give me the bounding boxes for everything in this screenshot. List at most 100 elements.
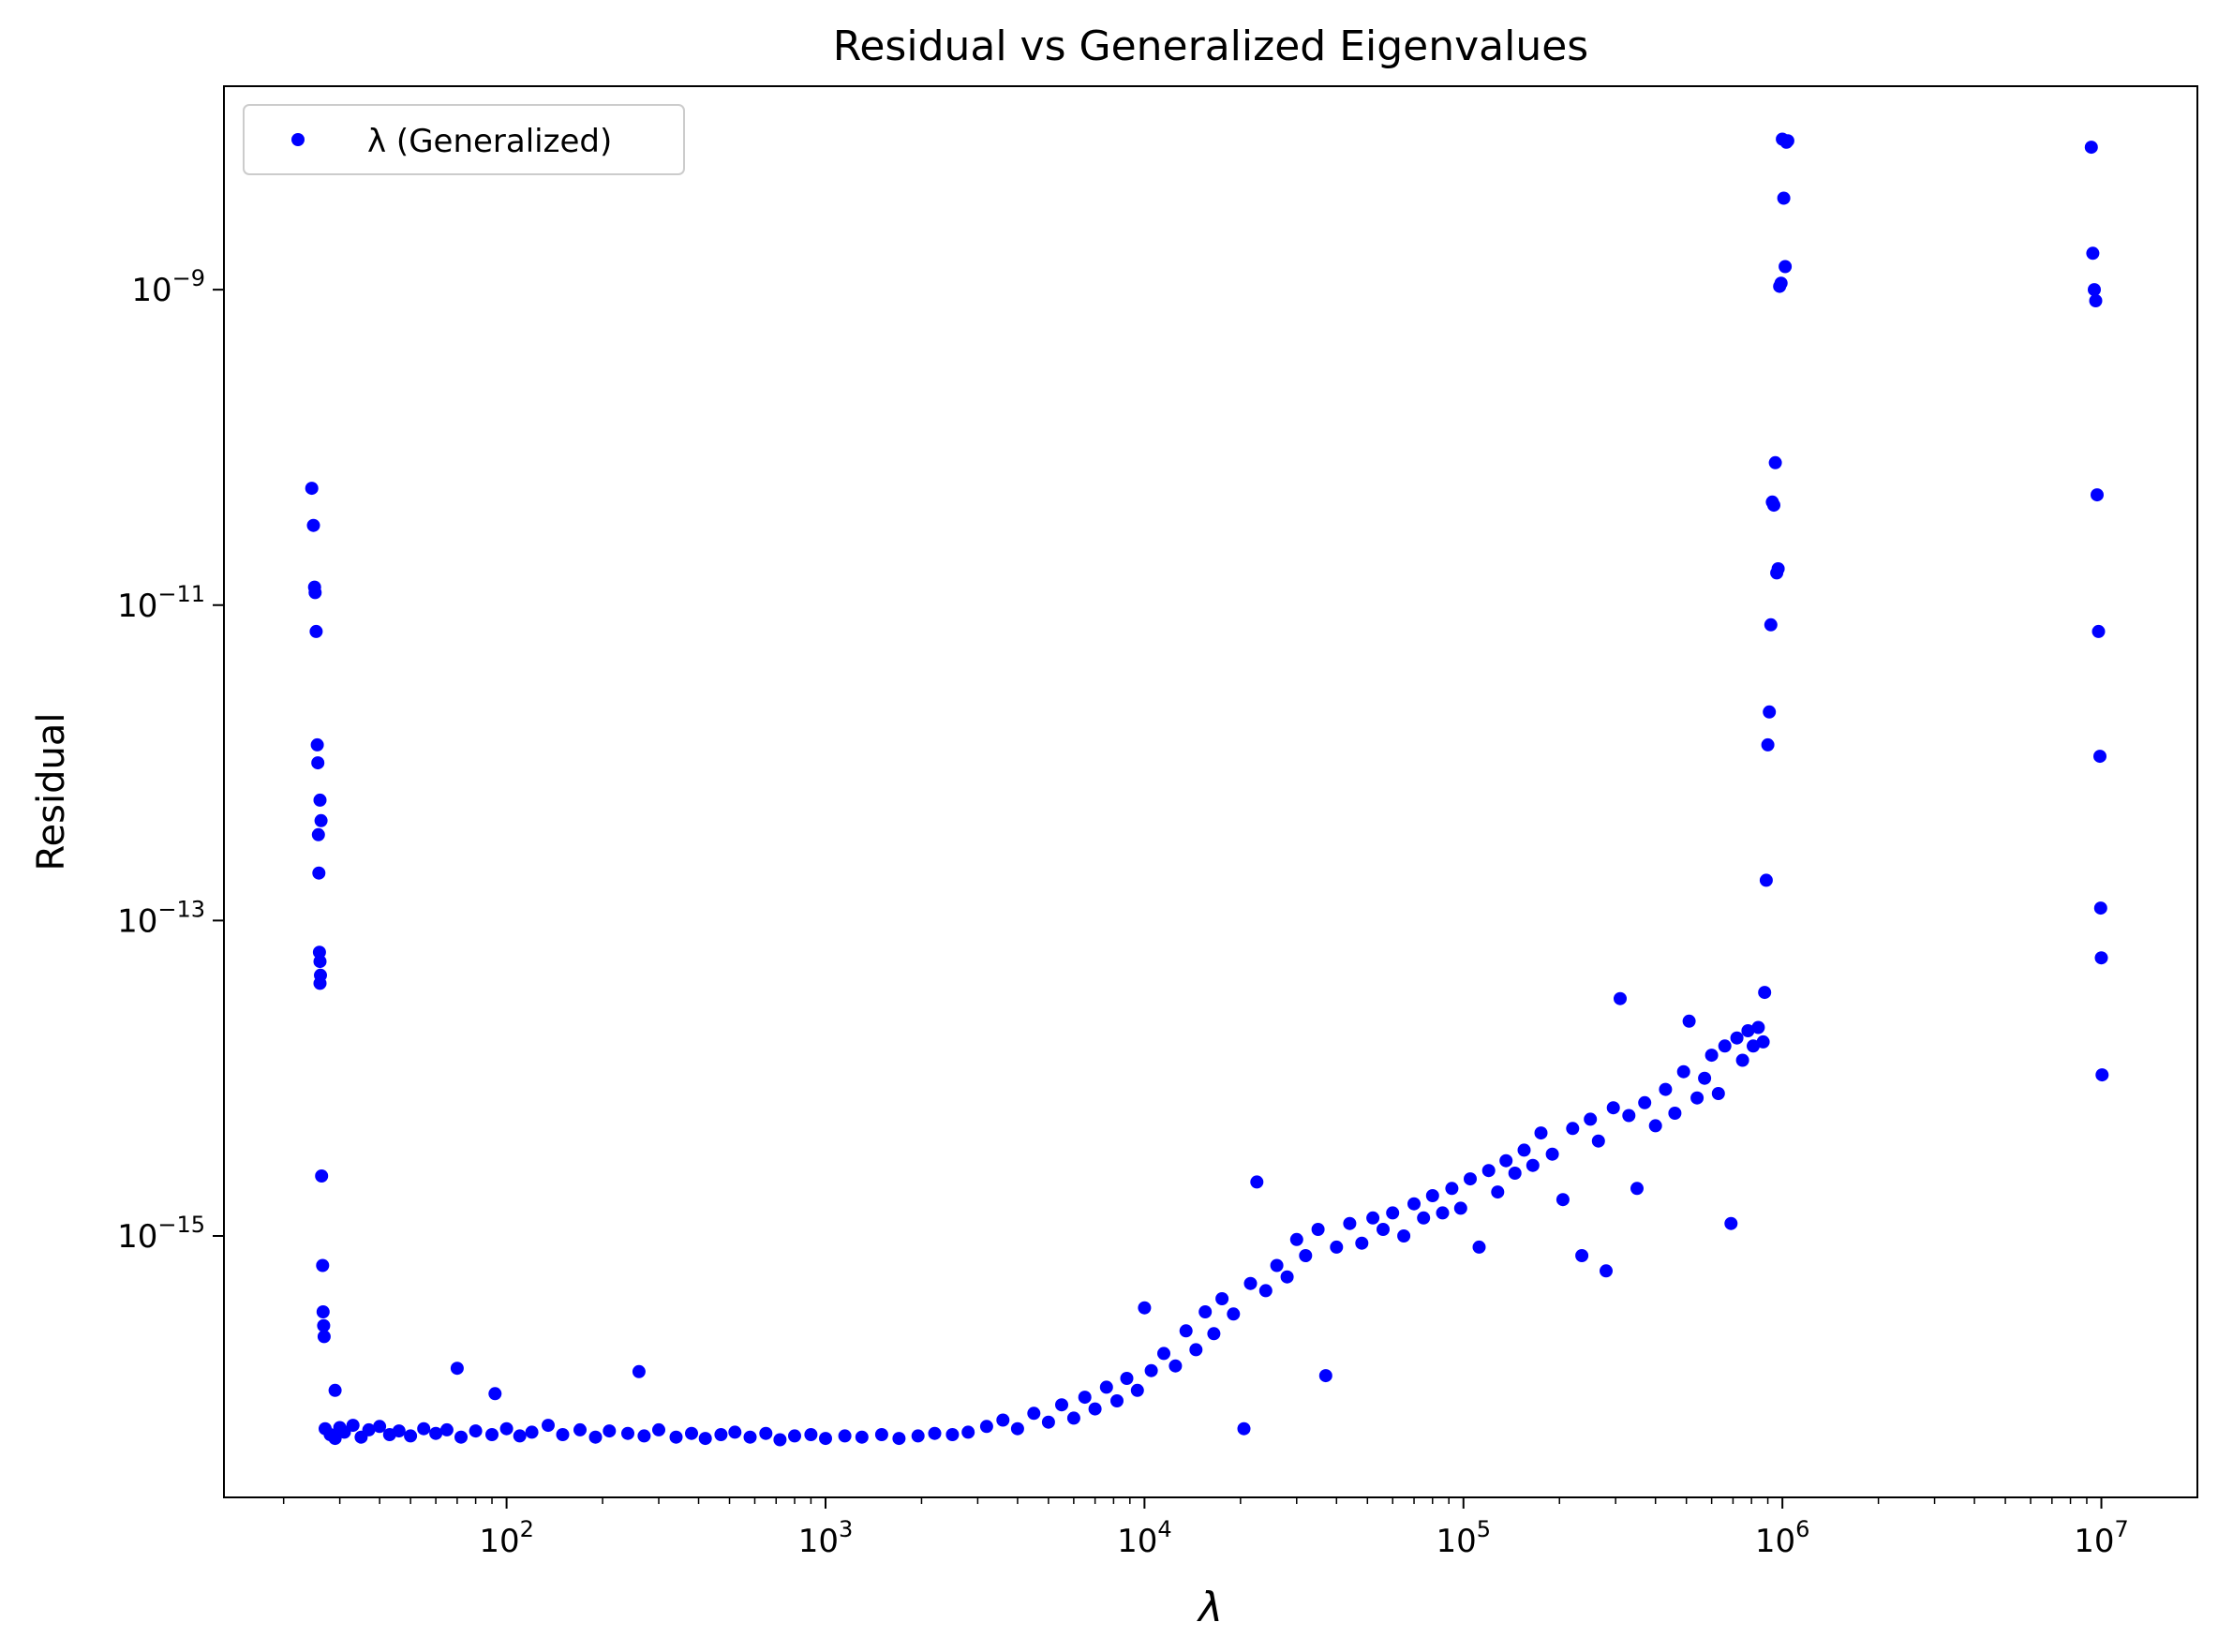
data-point (1366, 1211, 1380, 1225)
data-point (1078, 1391, 1092, 1405)
legend-box (243, 104, 685, 175)
data-point (1318, 1369, 1332, 1383)
data-point (2091, 488, 2104, 502)
data-point (317, 1318, 331, 1332)
data-point (1207, 1327, 1221, 1341)
data-point (1730, 1031, 1744, 1045)
data-point (305, 482, 319, 496)
x-tick-label: 105 (1436, 1516, 1491, 1560)
x-tick-label: 103 (798, 1516, 854, 1560)
data-point (316, 1305, 330, 1318)
data-point (316, 1258, 330, 1272)
data-point (373, 1420, 387, 1434)
data-point (2086, 246, 2100, 260)
data-point (1215, 1292, 1229, 1305)
data-point (1066, 1411, 1080, 1425)
data-point (1397, 1229, 1411, 1243)
legend: λ (Generalized) (243, 104, 685, 175)
data-point (773, 1433, 787, 1447)
data-point (1243, 1276, 1258, 1290)
data-point (669, 1430, 683, 1444)
data-point (961, 1425, 975, 1439)
data-point (317, 1330, 331, 1344)
data-point (1614, 991, 1627, 1005)
data-point (450, 1362, 464, 1376)
data-point (1759, 873, 1773, 887)
data-point (1258, 1284, 1273, 1298)
data-point (1735, 1053, 1749, 1067)
data-point (1179, 1324, 1193, 1338)
data-point (417, 1421, 431, 1436)
data-point (714, 1428, 728, 1441)
data-point (1041, 1415, 1055, 1429)
data-point (1417, 1211, 1431, 1225)
data-point (1377, 1223, 1390, 1236)
data-point (314, 813, 328, 827)
data-point (499, 1421, 514, 1436)
data-point (488, 1387, 502, 1401)
data-point (312, 866, 326, 880)
data-point (1027, 1406, 1041, 1421)
data-point (525, 1425, 539, 1439)
data-point (928, 1426, 942, 1440)
data-point (429, 1426, 443, 1440)
data-point (313, 955, 327, 969)
data-point (311, 827, 325, 841)
data-point (1280, 1270, 1294, 1284)
data-point (1464, 1172, 1477, 1186)
data-point (1780, 134, 1794, 148)
data-point (309, 624, 323, 638)
data-point (1600, 1264, 1613, 1278)
data-point (362, 1422, 376, 1436)
data-point (1130, 1383, 1144, 1397)
data-point (1676, 1064, 1690, 1079)
data-point (1169, 1359, 1183, 1373)
data-point (945, 1428, 960, 1441)
data-point (542, 1419, 555, 1433)
data-point (1289, 1232, 1303, 1246)
data-point (728, 1425, 742, 1439)
data-point (759, 1426, 773, 1440)
data-point (788, 1429, 801, 1443)
data-point (392, 1424, 406, 1438)
data-point (1751, 1020, 1765, 1034)
data-point (1764, 618, 1778, 632)
data-point (312, 945, 326, 960)
data-point (1110, 1394, 1124, 1407)
data-point (556, 1428, 570, 1441)
data-point (1472, 1240, 1486, 1254)
data-point (1630, 1182, 1644, 1196)
data-point (1575, 1249, 1589, 1262)
data-point (1584, 1112, 1598, 1126)
data-point (1010, 1421, 1024, 1436)
data-point (996, 1413, 1010, 1427)
data-point (513, 1429, 527, 1443)
data-point (310, 737, 324, 752)
data-point (804, 1428, 818, 1441)
data-point (1088, 1402, 1102, 1416)
chart-title: Residual vs Generalized Eigenvalues (833, 22, 1588, 70)
data-point (1606, 1101, 1620, 1115)
y-axis-label: Residual (30, 713, 73, 871)
y-tick-label: 10−15 (117, 1212, 205, 1256)
data-point (1756, 1034, 1770, 1049)
data-point (454, 1430, 468, 1444)
y-tick-label: 10−9 (131, 265, 205, 309)
data-point (652, 1422, 665, 1436)
data-point (632, 1364, 646, 1378)
data-point (328, 1383, 342, 1397)
data-point (1704, 1049, 1719, 1063)
data-point (1355, 1236, 1369, 1250)
data-point (2088, 283, 2101, 297)
data-point (469, 1424, 483, 1438)
data-point (2095, 1068, 2109, 1082)
data-point (1566, 1122, 1580, 1136)
data-point (1311, 1223, 1325, 1236)
data-point (1777, 191, 1791, 205)
data-point (346, 1419, 360, 1433)
data-point (874, 1428, 888, 1441)
data-point (1499, 1153, 1513, 1168)
data-point (2084, 141, 2098, 155)
legend-marker (291, 133, 305, 146)
